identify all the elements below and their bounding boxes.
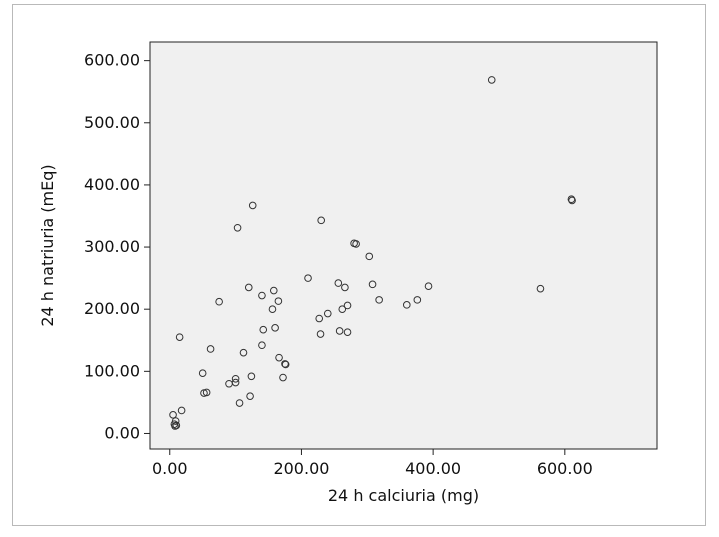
- data-point: [235, 399, 244, 407]
- y-tick-label: 500.00: [84, 113, 140, 132]
- data-point: [335, 327, 344, 335]
- data-point: [231, 374, 240, 383]
- data-point: [275, 353, 283, 362]
- data-point: [568, 196, 576, 205]
- data-point: [259, 325, 268, 334]
- data-point: [402, 301, 411, 309]
- data-point: [258, 341, 266, 350]
- data-point: [487, 76, 496, 84]
- data-point: [177, 406, 186, 415]
- data-point: [239, 348, 248, 357]
- data-point: [304, 274, 312, 282]
- data-points: [169, 76, 576, 430]
- data-point: [268, 305, 277, 313]
- data-point: [368, 280, 377, 289]
- y-tick-label: 100.00: [84, 361, 140, 380]
- data-point: [536, 284, 545, 293]
- data-point: [343, 301, 352, 310]
- data-point: [338, 305, 347, 313]
- data-point: [315, 314, 324, 323]
- y-axis-title: 24 h natriuria (mEq): [38, 164, 57, 326]
- x-axis-title: 24 h calciuria (mg): [328, 486, 479, 505]
- x-axis: 0.00 200.00 400.00 600.00: [152, 449, 593, 478]
- data-point: [281, 360, 290, 369]
- data-point: [274, 297, 283, 305]
- y-axis: 0.00 100.00 200.00 300.00 400.00 500.00 600.00: [84, 51, 150, 442]
- data-point: [316, 330, 325, 338]
- data-point: [215, 297, 223, 306]
- data-point: [244, 283, 253, 292]
- data-point: [171, 417, 180, 425]
- data-point: [248, 201, 257, 210]
- y-tick-label: 200.00: [84, 299, 140, 318]
- data-point: [343, 328, 352, 336]
- data-point: [323, 309, 332, 318]
- data-point: [169, 411, 177, 419]
- data-point: [258, 291, 266, 300]
- data-point: [424, 282, 433, 291]
- y-tick-label: 400.00: [84, 175, 140, 194]
- y-tick-label: 600.00: [84, 51, 140, 70]
- data-point: [206, 345, 215, 353]
- data-point: [198, 369, 207, 377]
- data-point: [341, 283, 349, 292]
- data-point: [246, 392, 254, 400]
- scatter-chart: 0.00 100.00 200.00 300.00 400.00 500.00 600.00…: [38, 41, 658, 505]
- plot-area: [149, 41, 658, 450]
- data-point: [279, 373, 287, 382]
- data-point: [352, 240, 360, 248]
- data-point: [413, 296, 422, 304]
- data-point: [175, 333, 184, 341]
- y-tick-label: 0.00: [104, 423, 140, 442]
- x-tick-label: 600.00: [537, 459, 593, 478]
- data-point: [231, 378, 240, 387]
- x-tick-label: 400.00: [405, 459, 461, 478]
- data-point: [233, 223, 242, 232]
- data-point: [269, 286, 278, 295]
- data-point: [281, 360, 289, 368]
- x-tick-label: 200.00: [273, 459, 329, 478]
- x-tick-label: 0.00: [152, 459, 188, 478]
- data-point: [247, 372, 256, 381]
- data-point: [271, 324, 279, 332]
- data-point: [317, 216, 325, 225]
- data-point: [365, 252, 374, 261]
- data-point: [172, 421, 181, 430]
- data-point: [202, 388, 211, 397]
- y-tick-label: 300.00: [84, 237, 140, 256]
- data-point: [334, 279, 343, 287]
- chart-frame: 0.00 100.00 200.00 300.00 400.00 500.00 600.00…: [12, 4, 706, 526]
- data-point: [375, 296, 383, 304]
